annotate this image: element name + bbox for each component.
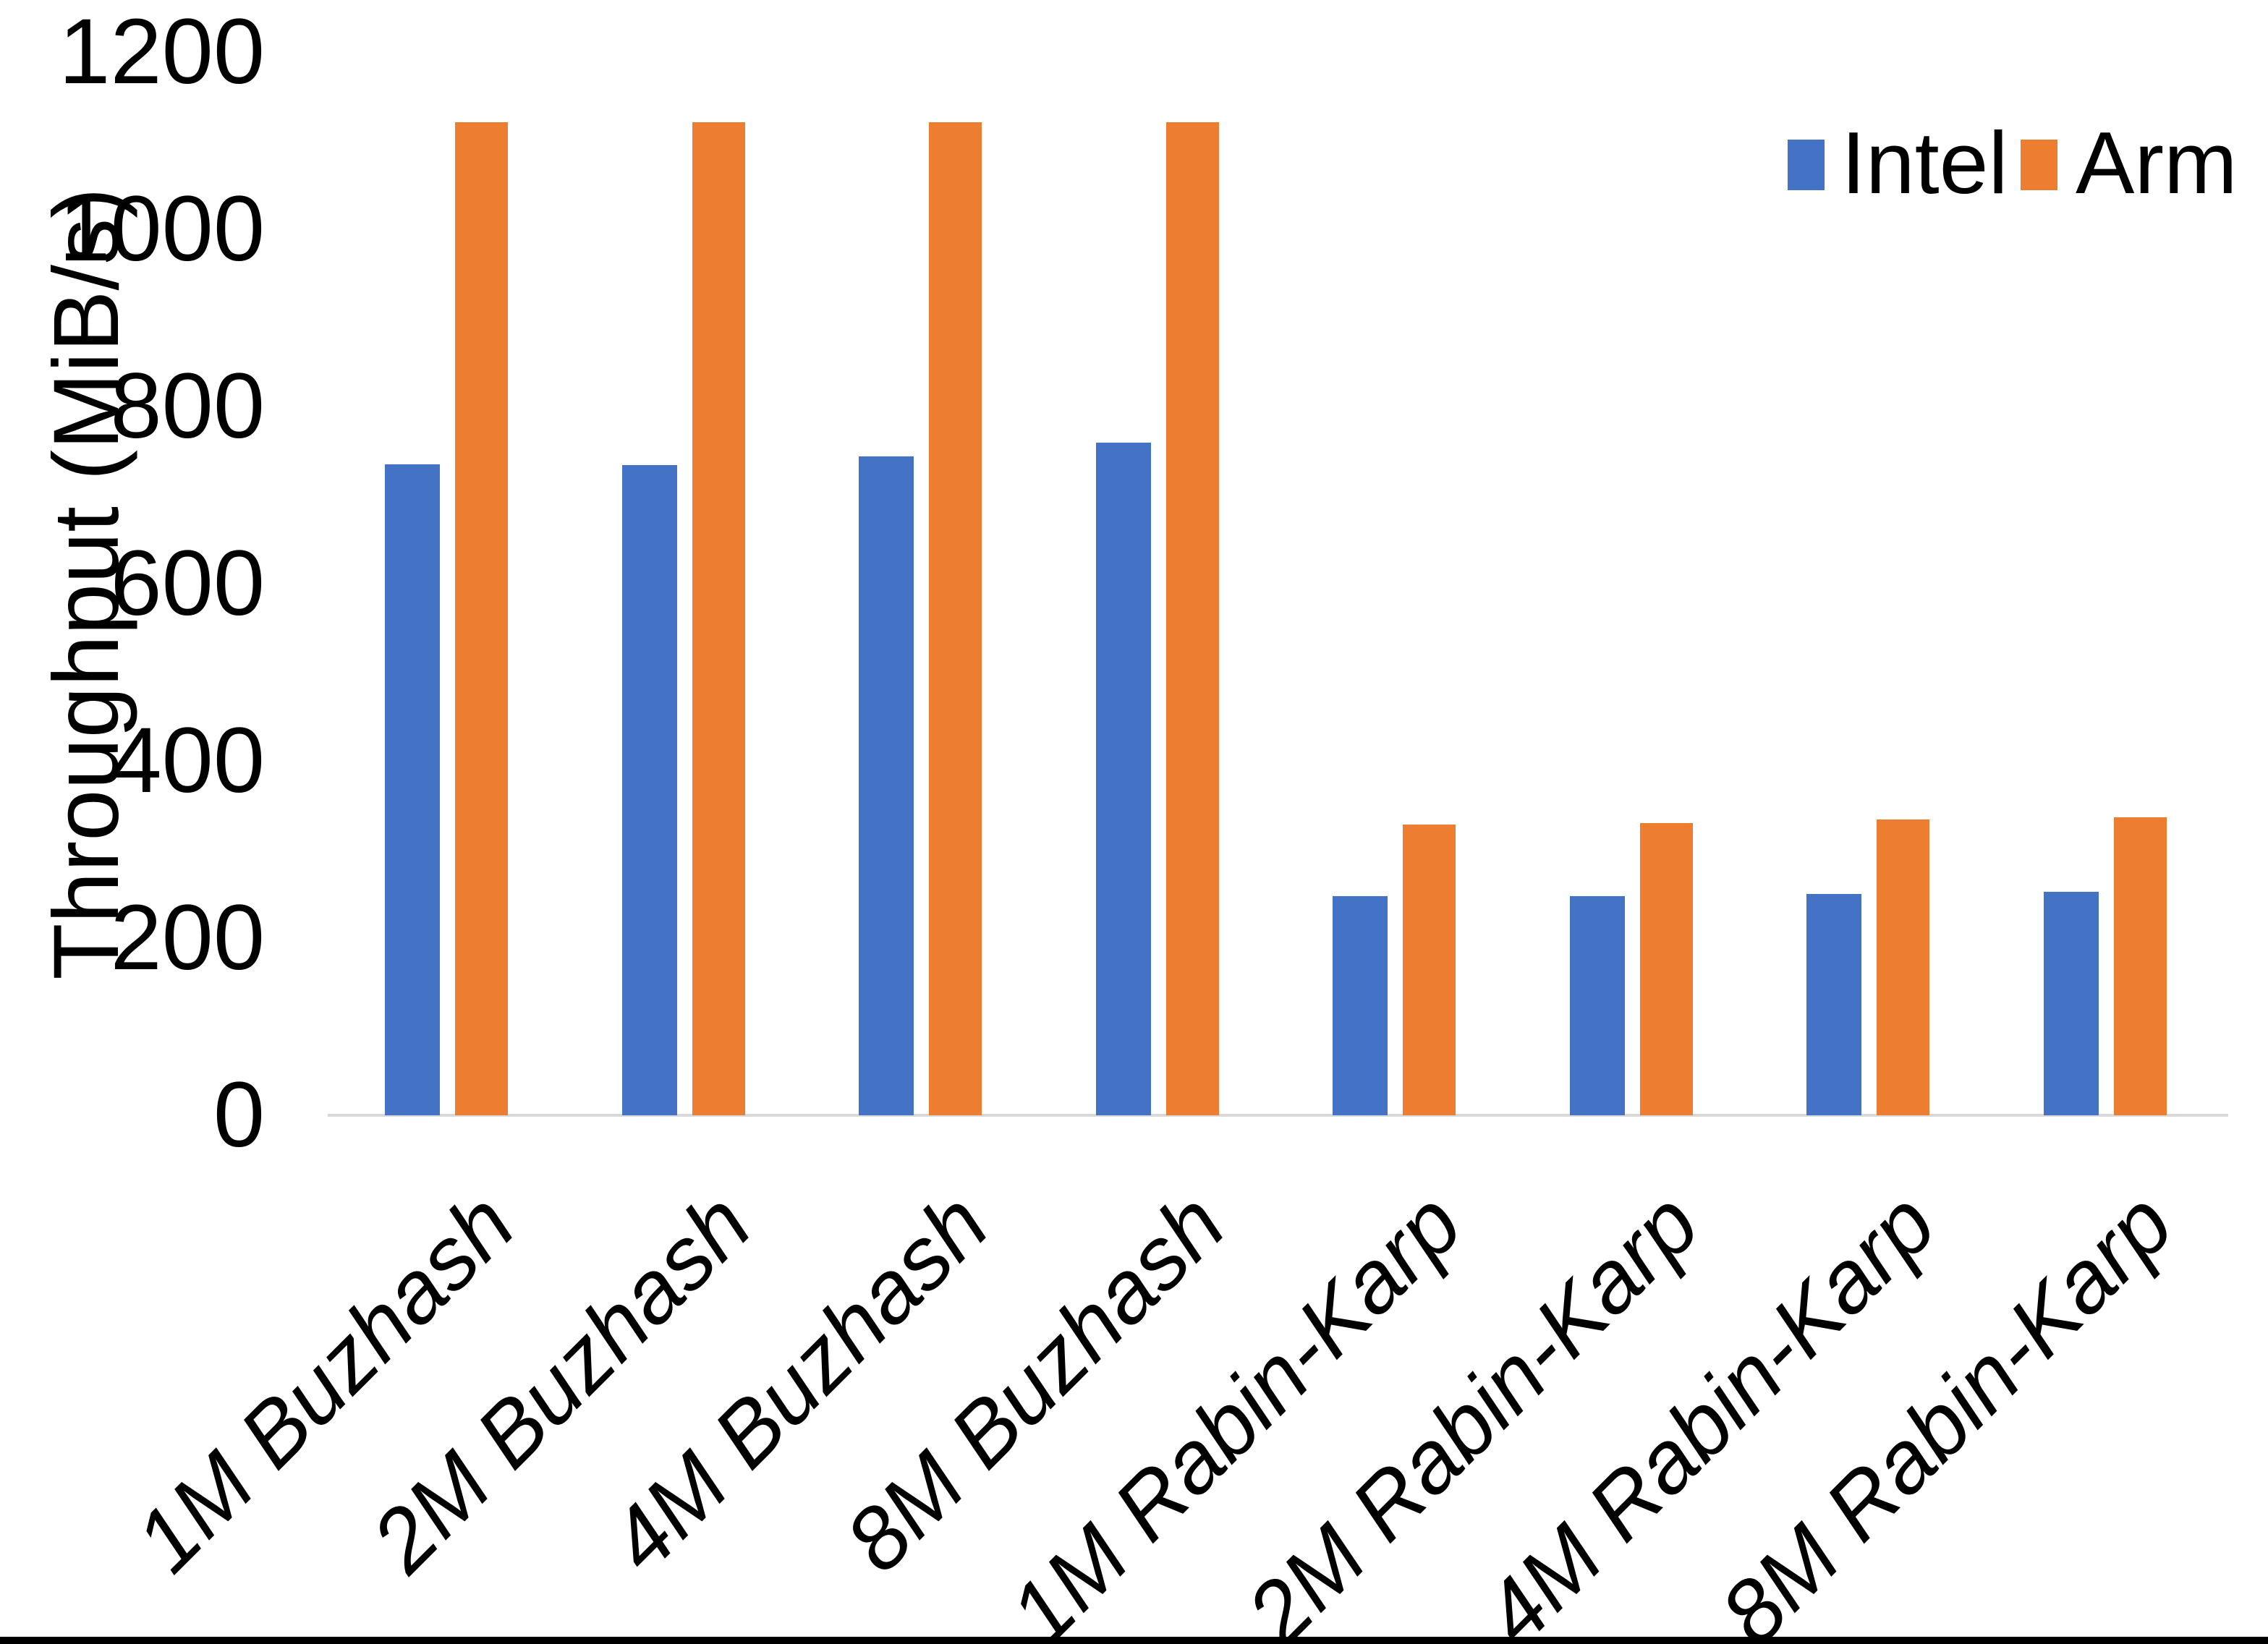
- y-tick-label-1200: 1200: [59, 0, 265, 103]
- bar-arm-2m-buzhash: [692, 122, 745, 1115]
- bar-intel-8m-rabin-karp: [2043, 892, 2099, 1115]
- legend-label-arm: Arm: [2076, 114, 2238, 212]
- bar-intel-4m-rabin-karp: [1806, 894, 1861, 1115]
- bar-arm-8m-rabin-karp: [2113, 817, 2167, 1115]
- bar-intel-2m-buzhash: [621, 465, 677, 1115]
- y-tick-label-1000: 1000: [59, 177, 265, 281]
- bar-arm-1m-buzhash: [455, 122, 508, 1115]
- y-tick-label-400: 400: [110, 709, 265, 812]
- bar-intel-1m-buzhash: [385, 464, 440, 1115]
- bar-intel-2m-rabin-karp: [1569, 896, 1625, 1115]
- y-tick-label-800: 800: [110, 354, 265, 458]
- bar-intel-8m-buzhash: [1095, 443, 1151, 1115]
- y-tick-label-600: 600: [110, 532, 265, 635]
- bar-arm-1m-rabin-karp: [1403, 825, 1456, 1115]
- bar-intel-1m-rabin-karp: [1333, 896, 1388, 1115]
- bar-arm-4m-rabin-karp: [1877, 819, 1929, 1115]
- bar-arm-2m-rabin-karp: [1639, 823, 1693, 1115]
- legend-label-intel: Intel: [1841, 114, 2008, 212]
- legend-swatch-arm: [2021, 140, 2057, 190]
- bar-arm-4m-buzhash: [929, 122, 982, 1115]
- y-tick-label-200: 200: [110, 886, 265, 989]
- y-tick-label-0: 0: [213, 1063, 265, 1167]
- bar-arm-8m-buzhash: [1165, 122, 1219, 1115]
- x-axis-line: [328, 1114, 2228, 1117]
- bar-intel-4m-buzhash: [859, 456, 914, 1115]
- legend-swatch-intel: [1788, 140, 1825, 190]
- bottom-edge-bar: [0, 1637, 2268, 1644]
